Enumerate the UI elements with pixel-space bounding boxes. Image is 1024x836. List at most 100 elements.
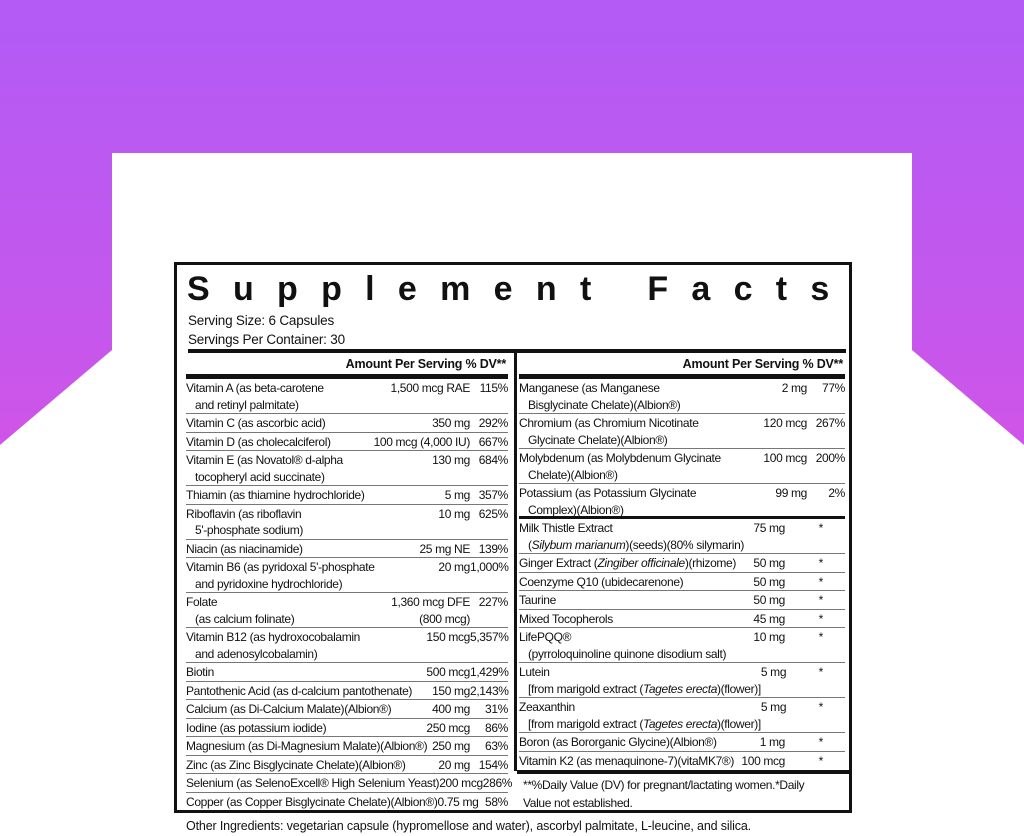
nutrient-name: Vitamin C (as ascorbic acid) <box>186 415 432 432</box>
nutrient-name: Copper (as Copper Bisglycinate Chelate)(… <box>186 794 438 812</box>
nutrient-name: Zeaxanthin [from marigold extract (Tagete… <box>519 699 761 732</box>
nutrient-row: Calcium (as Di-Calcium Malate)(Albion®) 4… <box>186 700 508 719</box>
amount-line: 0.75 mg <box>437 794 479 809</box>
nutrient-row: Selenium (as SelenoExcell® High Selenium… <box>186 774 512 793</box>
amount-per-serving: 10 mg <box>753 629 785 662</box>
nutrient-row: Mixed Tocopherols 45 mg * <box>519 610 845 628</box>
column-header: Amount Per Serving % DV** <box>519 353 845 379</box>
daily-value: 286% <box>482 776 513 790</box>
amount-per-serving: 20 mg <box>438 757 470 774</box>
panel-title: Supplement Facts <box>187 270 853 308</box>
daily-value: 2% <box>828 486 845 500</box>
footnote: **%Daily Value (DV) for pregnant/lactati… <box>523 778 805 810</box>
name-line: Vitamin A (as beta-carotene <box>186 380 391 397</box>
amount-per-serving: 99 mg <box>775 485 807 516</box>
amount-line: 10 mg <box>438 506 470 521</box>
name-line: (pyrroloquinoline quinone disodium salt) <box>519 646 753 663</box>
text-segment: Calcium (as Di-Calcium Malate)(Albion®) <box>186 702 392 716</box>
text-segment: Biotin <box>186 665 214 679</box>
text-segment: (pyrroloquinoline quinone disodium salt) <box>528 646 727 661</box>
amount-line: 5 mg <box>760 665 787 679</box>
daily-value: 63% <box>485 739 508 753</box>
text-segment: Taurine <box>519 593 556 607</box>
supplement-facts-panel: Supplement Facts Serving Size: 6 Capsule… <box>174 262 852 813</box>
name-line: (as calcium folinate) <box>186 611 391 628</box>
amount-per-serving: 200 mcg <box>439 775 483 792</box>
nutrient-row: Vitamin A (as beta-carotene and retinyl p… <box>186 379 508 414</box>
column-divider <box>514 349 517 771</box>
text-segment: [from marigold extract ( <box>528 716 643 731</box>
name-line: Vitamin B12 (as hydroxocobalamin <box>186 629 426 646</box>
nutrient-row: Thiamin (as thiamine hydrochloride) 5 mg 3… <box>186 486 508 505</box>
amount-line: 50 mg <box>753 574 785 589</box>
text-segment: Niacin (as niacinamide) <box>186 541 303 556</box>
text-segment: )(flower)] <box>717 681 761 696</box>
daily-value: 1,000% <box>470 560 509 574</box>
latin-name: Tagetes erecta <box>642 716 718 731</box>
nutrient-name: Pantothenic Acid (as d-calcium pantothen… <box>186 683 432 700</box>
nutrient-name: Thiamin (as thiamine hydrochloride) <box>186 487 445 504</box>
text-segment: Glycinate Chelate)(Albion®) <box>528 432 668 447</box>
servings-per-container: Servings Per Container: 30 <box>188 332 345 347</box>
amount-per-serving: 500 mcg <box>426 664 470 681</box>
text-segment: Lutein <box>519 665 550 679</box>
nutrient-name: Vitamin E (as Novatol® d-alpha tocopheryl… <box>186 452 432 485</box>
text-segment: Zeaxanthin <box>519 700 575 714</box>
amount-line: 350 mg <box>432 416 470 430</box>
daily-value: 200% <box>815 451 846 465</box>
nutrient-row: Zeaxanthin [from marigold extract (Tagete… <box>519 698 845 733</box>
nutrient-name: Riboflavin (as riboflavin 5'-phosphate so… <box>186 506 438 539</box>
text-segment: Vitamin K2 (as menaquinone-7)(vitaMK7®) <box>519 753 735 768</box>
amount-line: 150 mg <box>432 683 470 698</box>
name-line: Potassium (as Potassium Glycinate <box>519 485 775 502</box>
text-segment: Folate <box>186 595 218 609</box>
nutrient-name: Coenzyme Q10 (ubidecarenone) <box>519 574 753 591</box>
amount-line: 200 mcg <box>439 776 483 790</box>
nutrient-name: Niacin (as niacinamide) <box>186 541 419 558</box>
amount-line: 500 mcg <box>426 665 470 679</box>
daily-value: * <box>818 611 824 626</box>
amount-per-serving: 100 mcg <box>741 753 785 771</box>
name-line: Ginger Extract (Zingiber officinale)(rhi… <box>519 555 753 572</box>
name-line: Boron (as Bororganic Glycine)(Albion®) <box>519 734 760 751</box>
other-ingredients: Other Ingredients: vegetarian capsule (h… <box>186 819 751 833</box>
amount-per-serving: 100 mcg <box>763 450 807 483</box>
amount-line: 50 mg <box>753 593 785 607</box>
amount-line: 1 mg <box>759 735 786 749</box>
nutrient-name: Calcium (as Di-Calcium Malate)(Albion®) <box>186 701 432 718</box>
amount-per-serving: 20 mg <box>438 559 470 592</box>
daily-value: * <box>818 700 824 714</box>
right-column: Amount Per Serving % DV** Manganese (as … <box>519 353 845 770</box>
nutrient-name: Potassium (as Potassium Glycinate Complex… <box>519 485 775 517</box>
nutrient-row: Manganese (as Manganese Bisglycinate Chel… <box>519 379 845 414</box>
text-segment: Mixed Tocopherols <box>519 611 613 626</box>
nutrient-name: Vitamin K2 (as menaquinone-7)(vitaMK7®) <box>519 753 741 771</box>
amount-line: 5 mg <box>760 700 787 714</box>
daily-value: 625% <box>478 506 509 521</box>
amount-per-serving: 5 mg <box>760 664 787 697</box>
name-line: and retinyl palmitate) <box>186 397 391 414</box>
amount-line: 130 mg <box>432 453 470 467</box>
name-line: Copper (as Copper Bisglycinate Chelate)(… <box>186 794 438 811</box>
text-segment: Vitamin B12 (as hydroxocobalamin <box>186 630 361 644</box>
name-line: Calcium (as Di-Calcium Malate)(Albion®) <box>186 701 432 718</box>
text-segment: Chromium (as Chromium Nicotinate <box>519 416 699 430</box>
amount-line: 250 mg <box>432 739 470 753</box>
name-line: Iodine (as potassium iodide) <box>186 720 426 737</box>
amount-line: 99 mg <box>775 486 807 500</box>
amount-line: 20 mg <box>438 757 470 772</box>
amount-line: 400 mg <box>432 702 470 716</box>
nutrient-row: Coenzyme Q10 (ubidecarenone) 50 mg * <box>519 573 845 591</box>
nutrient-row: Vitamin E (as Novatol® d-alpha tocopheryl… <box>186 451 508 486</box>
daily-value: 267% <box>815 416 846 430</box>
nutrient-name: Lutein [from marigold extract (Tagetes er… <box>519 664 761 697</box>
serving-size: Serving Size: 6 Capsules <box>188 313 335 328</box>
daily-value: 86% <box>485 720 508 735</box>
text-segment: Magnesium (as Di-Magnesium Malate)(Albio… <box>186 739 428 753</box>
text-segment: Vitamin D (as cholecalciferol) <box>186 434 331 449</box>
nutrient-row: Vitamin B6 (as pyridoxal 5'-phosphate and… <box>186 558 509 593</box>
amount-per-serving: 50 mg <box>753 574 785 591</box>
nutrient-name: Folate (as calcium folinate) <box>186 594 391 627</box>
amount-per-serving: 250 mg <box>432 738 470 755</box>
nutrient-row: LifePQQ® (pyrroloquinoline quinone disodi… <box>519 628 845 663</box>
